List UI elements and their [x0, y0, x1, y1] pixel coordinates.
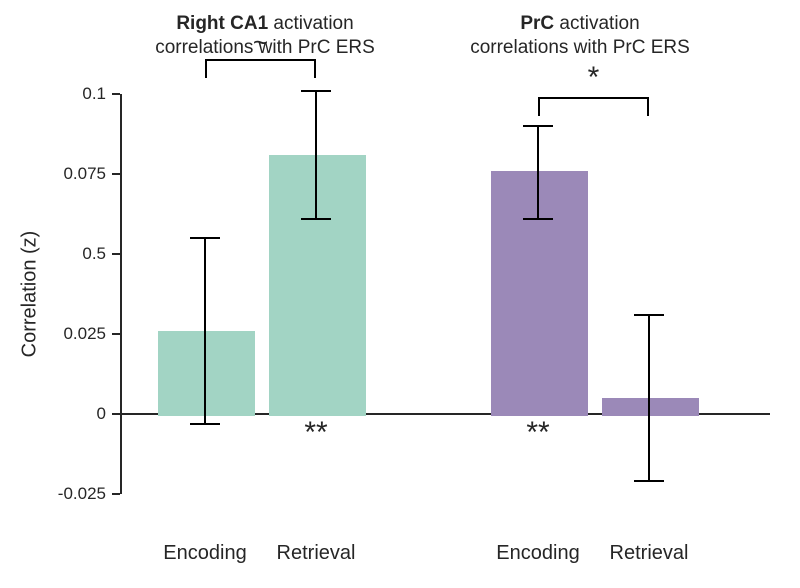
- error-cap-bottom: [190, 423, 220, 425]
- error-bar: [648, 315, 650, 481]
- comparison-bracket: [205, 59, 316, 78]
- category-label: Encoding: [496, 542, 579, 565]
- category-label: Encoding: [163, 542, 246, 565]
- error-cap-top: [523, 125, 553, 127]
- bar: [269, 155, 366, 416]
- error-cap-bottom: [634, 480, 664, 482]
- y-axis-label: Correlation (z): [19, 231, 42, 358]
- error-cap-bottom: [523, 218, 553, 220]
- error-cap-top: [301, 90, 331, 92]
- category-label: Retrieval: [277, 542, 356, 565]
- y-tick-label: 0.1: [82, 84, 120, 104]
- comparison-marker: ~: [253, 29, 268, 55]
- bar: [158, 331, 255, 416]
- y-axis: [120, 94, 122, 494]
- bar-chart: -0.02500.0250.50.0750.1EncodingRetrieval…: [120, 94, 770, 494]
- y-tick-label: 0: [97, 404, 120, 424]
- y-tick-label: 0.5: [82, 244, 120, 264]
- error-bar: [204, 238, 206, 424]
- error-cap-bottom: [301, 218, 331, 220]
- error-bar: [315, 91, 317, 219]
- category-label: Retrieval: [610, 542, 689, 565]
- significance-marker: **: [526, 418, 549, 448]
- bar: [602, 398, 699, 416]
- y-tick-label: 0.025: [63, 324, 120, 344]
- error-cap-top: [634, 314, 664, 316]
- panel-title-right: PrC activation correlations with PrC ERS: [420, 12, 740, 60]
- bar: [491, 171, 588, 416]
- error-cap-top: [190, 237, 220, 239]
- significance-marker: **: [304, 418, 327, 448]
- y-tick-label: -0.025: [58, 484, 120, 504]
- comparison-bracket: [538, 97, 649, 116]
- comparison-marker: *: [588, 63, 600, 93]
- error-bar: [537, 126, 539, 219]
- y-tick-label: 0.075: [63, 164, 120, 184]
